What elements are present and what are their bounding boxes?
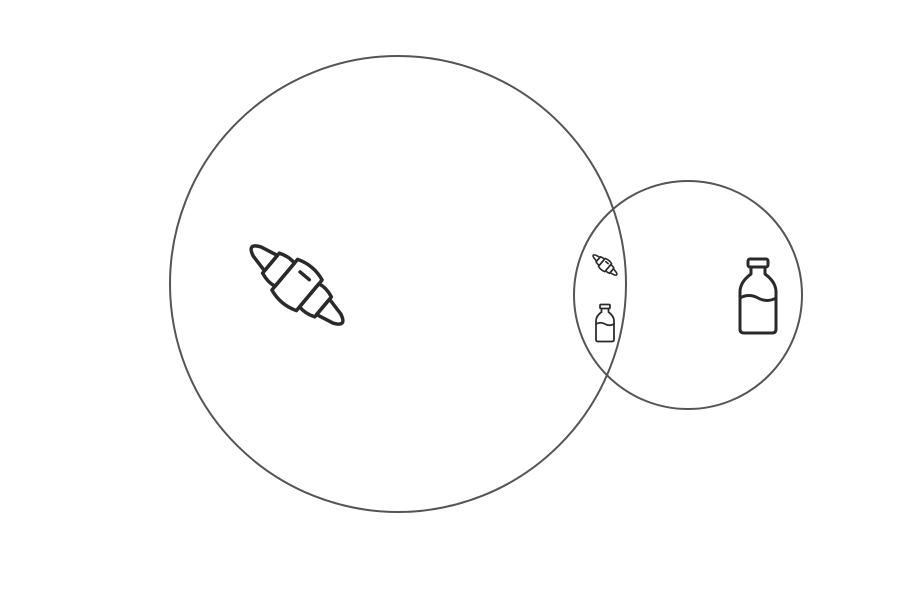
croissant-icon	[235, 227, 359, 343]
bottle-icon	[738, 257, 778, 335]
intersection-bottle-icon	[595, 303, 615, 343]
set-left-circle	[169, 55, 627, 513]
set-right-circle	[573, 180, 803, 410]
intersection-croissant-icon	[588, 249, 622, 281]
